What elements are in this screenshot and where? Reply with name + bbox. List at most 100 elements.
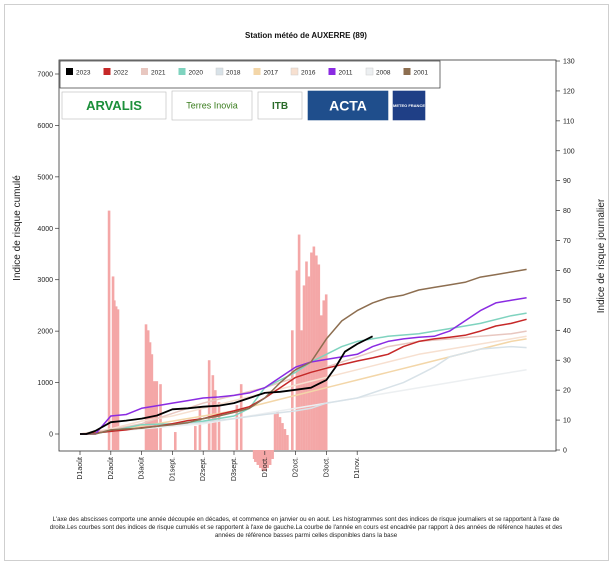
legend-label-2022: 2022 <box>114 70 129 77</box>
daily-risk-bar <box>324 294 328 450</box>
legend-swatch-2021 <box>141 68 148 75</box>
daily-risk-bar <box>322 300 326 450</box>
right-tick-label: 80 <box>563 208 571 215</box>
right-tick-label: 90 <box>563 178 571 185</box>
legend-box <box>59 60 441 89</box>
right-tick-label: 130 <box>563 59 575 66</box>
right-tick-label: 50 <box>563 298 571 305</box>
left-axis: 0 1000 2000 3000 4000 5000 6000 7000 <box>37 72 59 439</box>
arvalis-logo: ARVALIS <box>86 98 142 113</box>
daily-risk-bar <box>258 450 262 468</box>
legend-label-2023: 2023 <box>76 70 91 77</box>
legend-swatch-2008 <box>365 67 374 76</box>
legend-label-2008: 2008 <box>376 70 391 77</box>
daily-risk-bar <box>148 342 152 450</box>
legend-swatch-2023 <box>66 68 73 75</box>
right-axis-label: Indice de risque journalier <box>596 198 607 313</box>
left-tick-label: 6000 <box>37 123 53 130</box>
legend-label-2017: 2017 <box>264 70 279 77</box>
legend-label-2011: 2011 <box>339 70 353 77</box>
terres-inovia-logo-box <box>171 90 253 121</box>
daily-risk-bars <box>107 210 328 471</box>
legend-label-2018: 2018 <box>226 70 241 77</box>
left-tick-label: 4000 <box>37 226 53 233</box>
x-tick-label: D3août <box>139 457 146 480</box>
daily-risk-bar <box>278 417 282 450</box>
chart-title: Station météo de AUXERRE (89) <box>245 31 367 40</box>
daily-risk-bar <box>266 450 269 468</box>
terres-inovia-logo: Terres Inovia <box>186 101 238 111</box>
legend: 2023 2022 2021 2020 2018 2017 2016 2011 2008 2001 <box>59 60 441 89</box>
daily-risk-bar <box>305 261 308 450</box>
series-line-2008 <box>79 368 527 435</box>
left-tick-label: 2000 <box>37 329 53 336</box>
series-line-2001 <box>80 268 527 435</box>
daily-risk-bar <box>144 324 148 450</box>
legend-swatch-2011 <box>328 68 336 75</box>
cumulative-risk-lines <box>79 268 527 435</box>
right-tick-label: 120 <box>563 88 575 95</box>
daily-risk-bar <box>235 405 239 450</box>
daily-risk-bar <box>256 450 260 465</box>
right-tick-label: 20 <box>563 388 571 395</box>
plot-border <box>58 59 557 452</box>
daily-risk-bar <box>150 354 154 450</box>
daily-risk-bar <box>114 306 118 450</box>
left-tick-label: 7000 <box>37 72 53 79</box>
daily-risk-bar <box>295 270 299 450</box>
meteo-france-logo: METEO FRANCE <box>393 103 425 108</box>
x-tick-label: D1nov. <box>354 457 361 479</box>
partner-logos: ARVALIS Terres Inovia ITB ACTA METEO FRANCE <box>61 90 426 121</box>
daily-risk-bar <box>173 432 177 450</box>
right-tick-label: 60 <box>563 268 571 275</box>
daily-risk-bar <box>300 330 303 450</box>
x-tick-label: D1août <box>77 457 84 480</box>
x-tick-label: D1oct. <box>262 457 269 477</box>
daily-risk-bar <box>198 408 202 450</box>
daily-risk-bar <box>207 360 211 450</box>
plot-area <box>58 59 557 452</box>
daily-risk-bar <box>194 426 197 450</box>
daily-risk-bar <box>312 246 316 450</box>
daily-risk-bar <box>271 450 274 459</box>
legend-swatch-2022 <box>103 68 111 75</box>
right-tick-label: 110 <box>563 118 574 125</box>
daily-risk-bar <box>217 402 221 450</box>
right-tick-label: 100 <box>563 148 575 155</box>
chart-caption: L'axe des abscisses comporte une année d… <box>49 516 563 539</box>
x-tick-label: D1sept. <box>169 457 176 481</box>
daily-risk-bar <box>116 309 120 450</box>
x-tick-label: D2août <box>108 457 115 480</box>
acta-logo-box <box>307 90 389 121</box>
daily-risk-bar <box>283 429 287 450</box>
series-line-2023 <box>80 335 374 435</box>
daily-risk-bar <box>261 450 265 471</box>
itb-logo: ITB <box>272 101 288 112</box>
x-tick-label: D2sept. <box>200 457 207 481</box>
x-tick-label: D2oct. <box>293 457 300 477</box>
itb-logo-box <box>257 91 303 120</box>
right-tick-label: 0 <box>563 448 567 455</box>
right-axis: 0 10 20 30 40 50 60 70 80 90 100 110 120 130 <box>556 59 575 455</box>
legend-swatch-2001 <box>403 68 411 75</box>
legend-swatch-2020 <box>178 68 186 75</box>
x-axis: D1août D2août D3août D1sept. D2sept. D3sept. D… <box>77 451 361 481</box>
acta-logo: ACTA <box>329 97 367 113</box>
legend-swatch-2018 <box>215 67 224 76</box>
left-tick-label: 3000 <box>37 277 53 284</box>
left-tick-label: 1000 <box>37 380 53 387</box>
left-axis-label: Indice de risque cumulé <box>12 175 23 281</box>
x-tick-label: D3sept. <box>231 457 238 481</box>
legend-swatch-2016 <box>290 67 299 76</box>
legend-label-2020: 2020 <box>189 70 204 77</box>
legend-label-2001: 2001 <box>414 70 429 77</box>
right-tick-label: 40 <box>563 328 571 335</box>
daily-risk-bar <box>286 435 289 450</box>
meteo-france-logo-box <box>392 90 426 121</box>
series-line-2011 <box>80 296 527 435</box>
daily-risk-bar <box>281 423 284 450</box>
right-tick-label: 70 <box>563 238 571 245</box>
arvalis-logo-box <box>61 91 167 120</box>
daily-risk-bar <box>107 210 111 450</box>
